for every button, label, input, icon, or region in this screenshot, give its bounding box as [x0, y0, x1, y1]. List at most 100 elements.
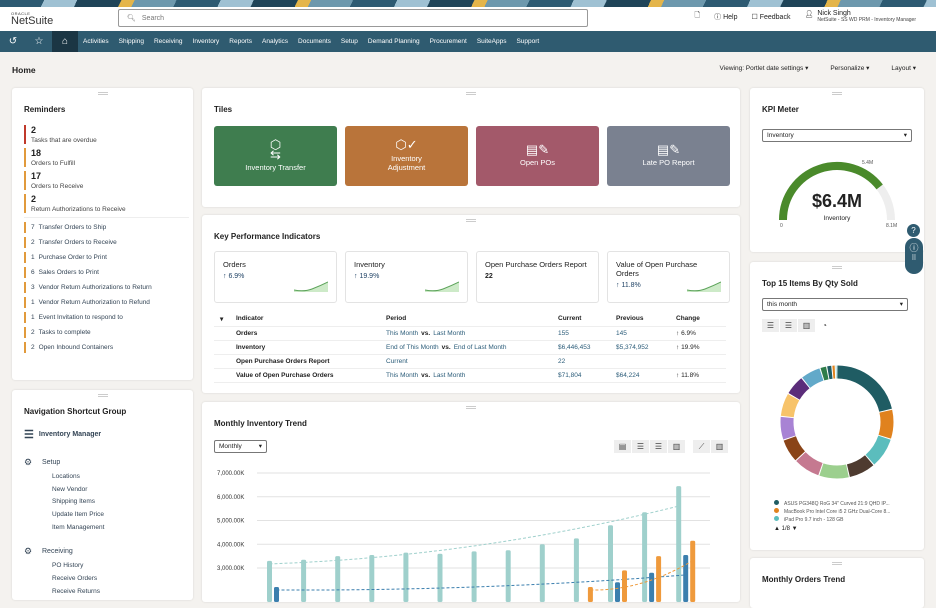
- kpi-select[interactable]: Inventory: [762, 129, 912, 142]
- kpi-card[interactable]: Orders ↑ 6.9%: [214, 251, 337, 303]
- reminder-item[interactable]: 2 Tasks to complete: [24, 327, 189, 338]
- drag-handle[interactable]: [466, 92, 476, 95]
- shortcut-section[interactable]: ⚙ Receiving: [24, 546, 104, 557]
- recent-records-icon[interactable]: 🗋: [694, 12, 701, 19]
- bar-series0[interactable]: [676, 486, 682, 602]
- donut-slice[interactable]: [780, 365, 894, 479]
- shortcut-link[interactable]: PO History: [52, 562, 84, 570]
- bar-series0[interactable]: [608, 525, 613, 602]
- nav-item[interactable]: Setup: [340, 38, 358, 45]
- nav-item[interactable]: SuiteApps: [476, 38, 507, 45]
- bar-series2[interactable]: [656, 556, 662, 602]
- tile-inventory-transfer[interactable]: ⬡ ⇆ Inventory Transfer: [214, 126, 337, 186]
- reminder-item[interactable]: 2 Tasks that are overdue: [24, 125, 189, 144]
- shortcut-link[interactable]: New Vendor: [52, 485, 88, 493]
- legend-item[interactable]: iPad Pro 9.7 inch - 128 GB: [774, 516, 904, 524]
- nav-item[interactable]: Demand Planning: [367, 38, 420, 45]
- tile-open-pos[interactable]: ▤✎ Open POs: [476, 126, 599, 186]
- column-header[interactable]: Change: [676, 312, 726, 327]
- reminder-item[interactable]: 6 Sales Orders to Print: [24, 267, 189, 278]
- pie-chart-icon[interactable]: ◔: [816, 319, 833, 332]
- shortcut-link[interactable]: Update Item Price: [52, 511, 105, 519]
- bar-series0[interactable]: [335, 556, 341, 602]
- bar-horizontal-icon[interactable]: ☰: [650, 440, 667, 453]
- period-link[interactable]: End of This Month: [386, 343, 439, 351]
- collapse-toggle[interactable]: ▾: [214, 312, 236, 327]
- drag-handle[interactable]: [832, 562, 842, 565]
- legend-item[interactable]: ASUS PG348Q RoG 34" Curved 21:9 QHD IP..…: [774, 500, 904, 508]
- bar-series1[interactable]: [683, 554, 689, 602]
- apps-grid-icon[interactable]: ⠿: [911, 255, 917, 262]
- reminder-item[interactable]: 2 Transfer Orders to Receive: [24, 237, 189, 248]
- help-question-icon[interactable]: ?: [907, 224, 920, 237]
- recent-icon[interactable]: ↺: [8, 36, 18, 47]
- feedback-button[interactable]: ☐ Feedback: [751, 13, 791, 21]
- kpi-card[interactable]: Open Purchase Orders Report 22: [476, 251, 599, 303]
- bar-series1[interactable]: [615, 582, 620, 602]
- reminder-item[interactable]: 3 Vendor Return Authorizations to Return: [24, 282, 189, 293]
- bar-series0[interactable]: [437, 553, 443, 602]
- user-menu[interactable]: 👤︎ Nick Singh NetSuite - SS WD PRM - Inven…: [804, 10, 916, 23]
- combo-chart-icon[interactable]: ▥: [711, 440, 728, 453]
- period-link[interactable]: This Month: [386, 371, 419, 379]
- reminder-item[interactable]: 1 Vendor Return Authorization to Refund: [24, 297, 189, 308]
- tile-late-po-report[interactable]: ▤✎ Late PO Report: [607, 126, 730, 186]
- reminder-item[interactable]: 17 Orders to Receive: [24, 171, 189, 190]
- nav-item[interactable]: Analytics: [262, 38, 289, 45]
- layout-dropdown[interactable]: Layout ▾: [891, 65, 916, 72]
- column-chart-icon[interactable]: ▥: [798, 319, 815, 332]
- shortcut-link[interactable]: Receive Returns: [52, 587, 101, 595]
- kpi-card[interactable]: Inventory ↑ 19.9%: [345, 251, 468, 303]
- bar-series2[interactable]: [622, 570, 627, 602]
- nav-item[interactable]: Procurement: [429, 38, 467, 45]
- column-header[interactable]: Indicator: [236, 312, 386, 327]
- period-link[interactable]: Last Month: [433, 329, 466, 337]
- drag-handle[interactable]: [466, 219, 476, 222]
- nav-item[interactable]: Activities: [83, 38, 109, 45]
- reminder-item[interactable]: 18 Orders to Fulfill: [24, 148, 189, 167]
- bar-series0[interactable]: [642, 512, 648, 602]
- nav-item[interactable]: Inventory: [192, 38, 220, 45]
- nav-item[interactable]: Documents: [298, 38, 331, 45]
- bar-series0[interactable]: [403, 552, 409, 602]
- reminder-item[interactable]: 7 Transfer Orders to Ship: [24, 222, 189, 233]
- period-link[interactable]: End of Last Month: [453, 343, 507, 351]
- column-header[interactable]: Current: [558, 312, 616, 327]
- reminder-item[interactable]: 2 Open Inbound Containers: [24, 342, 189, 353]
- legend-pager[interactable]: ▲ 1/8 ▼: [774, 526, 798, 532]
- column-header[interactable]: Period: [386, 312, 558, 327]
- period-link[interactable]: Current: [386, 357, 408, 365]
- donut-slice[interactable]: [780, 365, 894, 479]
- reminder-item[interactable]: 1 Event Invitation to respond to: [24, 312, 189, 323]
- legend-item[interactable]: MacBook Pro Intel Core i5 2 GHz Dual-Cor…: [774, 508, 904, 516]
- donut-slice[interactable]: [780, 365, 894, 479]
- home-icon[interactable]: ⌂: [52, 31, 78, 52]
- nav-item[interactable]: Reports: [229, 38, 253, 45]
- kpi-card[interactable]: Value of Open Purchase Orders ↑ 11.8%: [607, 251, 730, 303]
- period-link[interactable]: Last Month: [433, 371, 466, 379]
- period-select[interactable]: Monthly: [214, 440, 267, 453]
- drag-handle[interactable]: [97, 92, 108, 95]
- shortcut-section[interactable]: ⚙ Setup: [24, 457, 104, 468]
- shortcut-link[interactable]: Shipping Items: [52, 498, 95, 506]
- shortcut-link[interactable]: Item Management: [52, 523, 105, 531]
- column-header[interactable]: Previous: [616, 312, 676, 327]
- bar-series1[interactable]: [274, 587, 279, 602]
- reminder-item[interactable]: 2 Return Authorizations to Receive: [24, 194, 189, 213]
- drag-handle[interactable]: [97, 394, 108, 397]
- bar-series0[interactable]: [369, 554, 375, 602]
- viewing-dropdown[interactable]: Viewing: Portlet date settings ▾: [719, 65, 809, 72]
- favorites-star-icon[interactable]: ☆: [34, 36, 44, 47]
- nav-item[interactable]: Shipping: [118, 38, 144, 45]
- search-input[interactable]: 🔍︎ Search: [118, 9, 588, 27]
- tile-inventory-adjustment[interactable]: ⬡✓ Inventory Adjustment: [345, 126, 468, 186]
- bar-series0[interactable]: [505, 550, 511, 602]
- stacked-bar-icon[interactable]: ☰: [762, 319, 779, 332]
- shortcut-link[interactable]: Receive Orders: [52, 575, 98, 583]
- stacked-bar-icon[interactable]: ☰: [632, 440, 649, 453]
- assistant-toolbar[interactable]: ? ⓘ ⠿: [905, 224, 923, 274]
- bar-series0[interactable]: [267, 560, 272, 602]
- personalize-dropdown[interactable]: Personalize ▾: [830, 65, 870, 72]
- column-chart-icon[interactable]: ▥: [668, 440, 685, 453]
- shortcut-link[interactable]: Locations: [52, 473, 80, 480]
